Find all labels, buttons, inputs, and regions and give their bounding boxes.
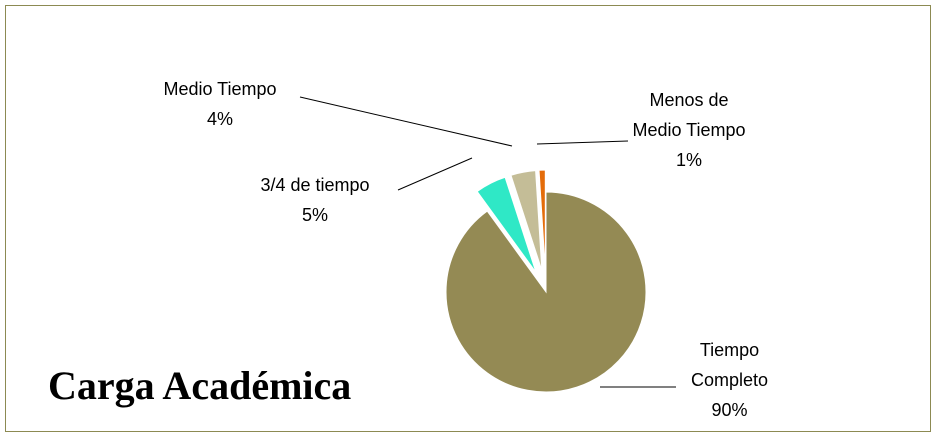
category-label: Tiempo Completo — [690, 340, 769, 390]
category-label: 3/4 de tiempo — [260, 175, 370, 195]
slice-label: Medio Tiempo 4% — [130, 74, 310, 134]
value-label: 4% — [206, 109, 233, 129]
category-label: Menos de Medio Tiempo — [632, 90, 746, 140]
pie-slice — [510, 170, 543, 271]
leader-line — [299, 96, 513, 147]
slice-label: Menos de Medio Tiempo 1% — [630, 85, 748, 175]
value-label: 1% — [675, 150, 702, 170]
pie-slice — [445, 191, 647, 393]
chart-frame — [5, 5, 931, 432]
pie-slice — [476, 176, 537, 273]
slice-label: Tiempo Completo 90% — [672, 335, 787, 425]
leader-line — [536, 140, 629, 145]
pie-slice — [538, 169, 546, 271]
chart-title: Carga Académica — [48, 363, 352, 408]
leader-line — [397, 157, 473, 191]
category-label: Medio Tiempo — [163, 79, 277, 99]
slice-label: 3/4 de tiempo 5% — [240, 170, 390, 230]
value-label: 90% — [711, 400, 748, 420]
value-label: 5% — [301, 205, 328, 225]
